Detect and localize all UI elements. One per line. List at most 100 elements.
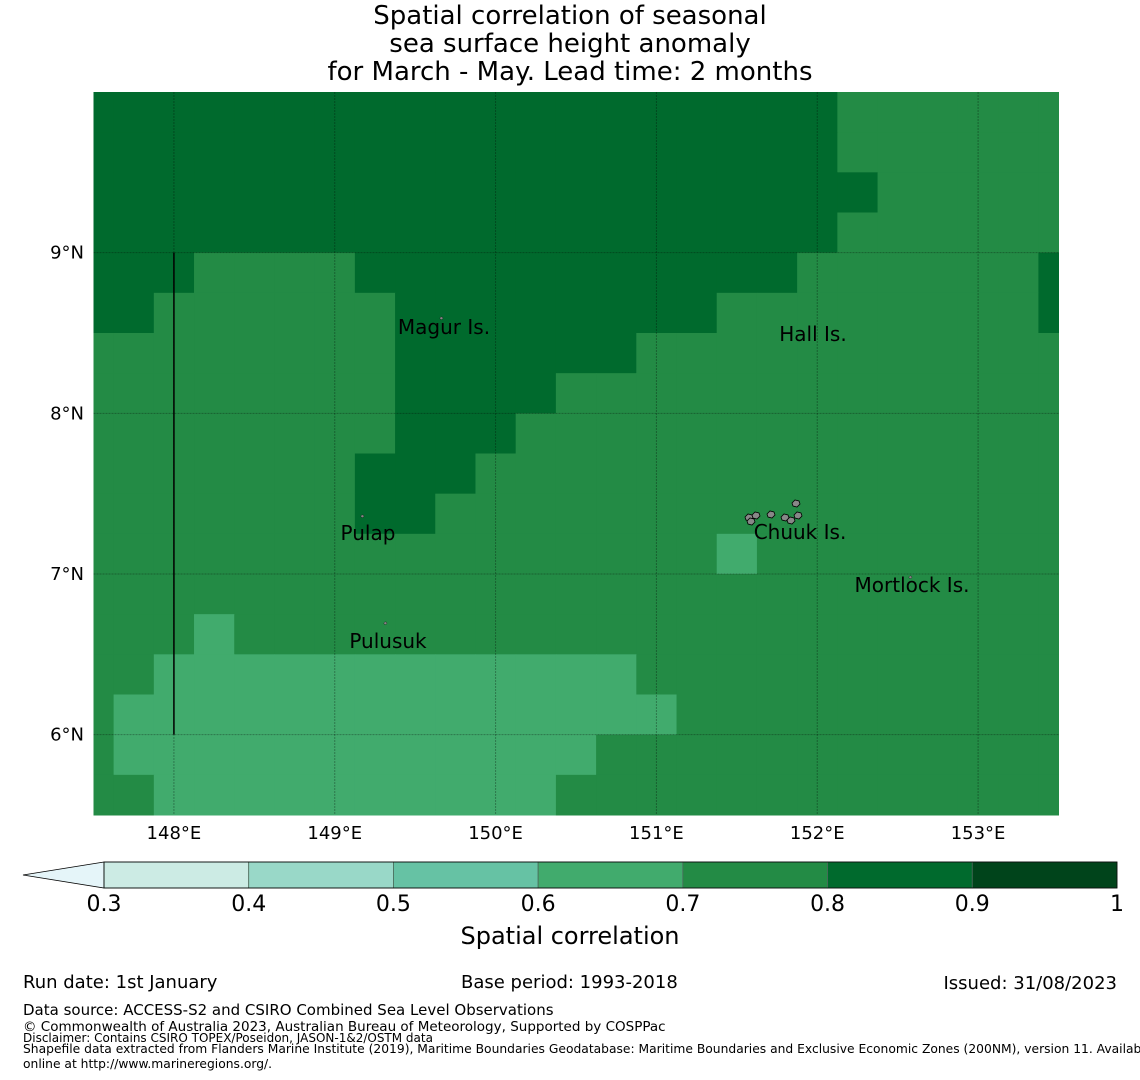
- grid-cell: [1038, 212, 1059, 254]
- grid-cell: [797, 172, 838, 213]
- grid-cell: [194, 574, 235, 615]
- grid-cell: [354, 574, 396, 615]
- grid-cell: [917, 574, 959, 615]
- grid-cell: [314, 212, 356, 254]
- grid-cell: [756, 614, 798, 655]
- grid-cell: [797, 373, 838, 414]
- island-shape: [439, 316, 444, 320]
- grid-cell: [676, 533, 718, 575]
- grid-cell: [113, 172, 155, 213]
- grid-cell: [837, 292, 879, 334]
- grid-cell: [877, 252, 919, 294]
- grid-cell: [877, 413, 919, 454]
- grid-cell: [756, 92, 798, 133]
- grid-cell: [676, 413, 718, 454]
- grid-cell: [113, 694, 155, 736]
- map-plot: Magur Is. Hall Is. Pulap Chuuk Is. Mortlock …: [50, 92, 1059, 844]
- grid-cell: [194, 493, 235, 535]
- grid-cell: [716, 654, 758, 695]
- grid-cell: [395, 373, 436, 414]
- grid-cell: [998, 774, 1039, 816]
- grid-cell: [756, 172, 798, 213]
- grid-cell: [716, 614, 758, 655]
- grid-cell: [354, 172, 396, 213]
- grid-cell: [435, 413, 476, 454]
- grid-cell: [797, 333, 838, 374]
- data-source: Data source: ACCESS-S2 and CSIRO Combine…: [23, 1001, 554, 1019]
- grid-cell: [395, 413, 436, 454]
- colorbar-segment: [537, 861, 684, 889]
- grid-cell: [354, 132, 396, 173]
- grid-cell: [797, 453, 838, 495]
- place-label: Chuuk Is.: [754, 520, 847, 544]
- grid-cell: [234, 333, 275, 374]
- grid-cell: [837, 413, 879, 454]
- grid-cell: [837, 132, 879, 173]
- grid-cell: [93, 614, 115, 655]
- grid-cell: [234, 453, 275, 495]
- grid-cell: [515, 212, 557, 254]
- colorbar-segment: [827, 861, 973, 889]
- colorbar: [22, 861, 1118, 889]
- grid-cell: [153, 734, 195, 776]
- grid-cell: [113, 333, 155, 374]
- grid-cell: [676, 292, 718, 334]
- grid-cell: [957, 252, 999, 294]
- grid-cell: [515, 292, 557, 334]
- grid-cell: [716, 734, 758, 776]
- grid-cell: [837, 654, 879, 695]
- grid-cell: [998, 172, 1039, 213]
- grid-cell: [998, 694, 1039, 736]
- grid-cell: [596, 252, 637, 294]
- grid-cell: [234, 734, 275, 776]
- grid-cell: [274, 92, 316, 133]
- grid-cell: [194, 252, 235, 294]
- grid-cell: [354, 453, 396, 495]
- place-label: Magur Is.: [398, 315, 490, 339]
- grid-cell: [636, 574, 678, 615]
- grid-cell: [917, 292, 959, 334]
- grid-cell: [877, 493, 919, 535]
- grid-cell: [314, 533, 356, 575]
- grid-cell: [998, 92, 1039, 133]
- grid-cell: [234, 533, 275, 575]
- grid-cell: [113, 774, 155, 816]
- grid-cell: [113, 212, 155, 254]
- grid-cell: [354, 252, 396, 294]
- island-shape: [793, 511, 803, 520]
- grid-cell: [435, 453, 476, 495]
- place-label: Pulusuk: [349, 629, 427, 653]
- grid-cell: [314, 654, 356, 695]
- grid-cell: [194, 132, 235, 173]
- grid-cell: [917, 373, 959, 414]
- grid-cell: [636, 92, 678, 133]
- grid-cell: [756, 654, 798, 695]
- grid-cell: [395, 694, 436, 736]
- grid-cell: [113, 493, 155, 535]
- grid-cell: [797, 212, 838, 254]
- grid-cell: [314, 614, 356, 655]
- grid-cell: [917, 172, 959, 213]
- grid-cell: [234, 493, 275, 535]
- grid-cell: [716, 453, 758, 495]
- grid-cell: [716, 774, 758, 816]
- grid-cell: [756, 333, 798, 374]
- grid-cell: [395, 453, 436, 495]
- grid-cell: [555, 694, 597, 736]
- base-period: Base period: 1993-2018: [461, 972, 678, 993]
- grid-cell: [636, 252, 678, 294]
- grid-cell: [234, 292, 275, 334]
- grid-cell: [756, 132, 798, 173]
- grid-cell: [1038, 533, 1059, 575]
- grid-cell: [234, 373, 275, 414]
- grid-cell: [274, 453, 316, 495]
- grid-cell: [354, 373, 396, 414]
- grid-cell: [756, 292, 798, 334]
- grid-cell: [395, 574, 436, 615]
- grid-cell: [354, 92, 396, 133]
- grid-cell: [113, 413, 155, 454]
- grid-cell: [194, 92, 235, 133]
- grid-cell: [113, 654, 155, 695]
- grid-cell: [596, 172, 637, 213]
- y-tick-label: 7°N: [50, 564, 84, 585]
